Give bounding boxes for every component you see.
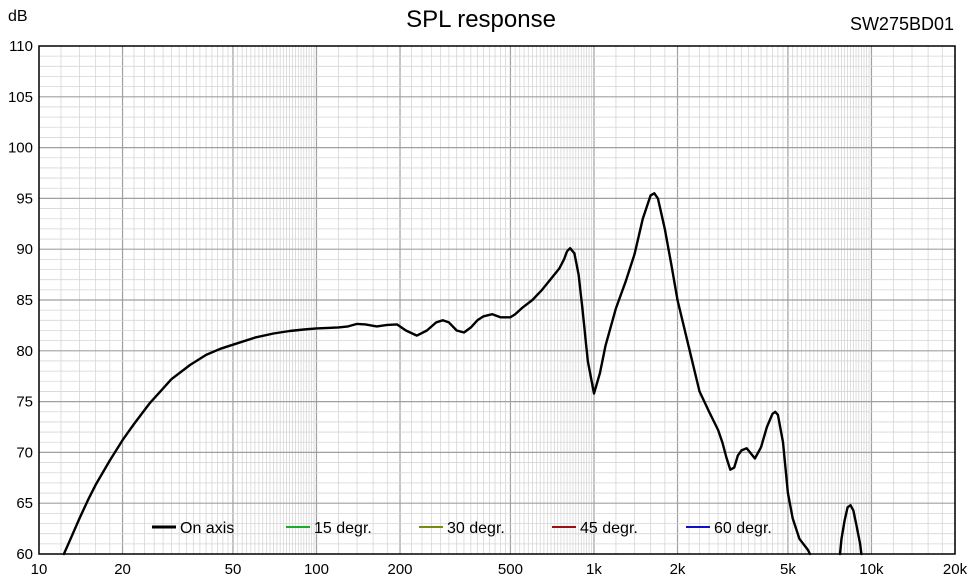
chart-title: SPL response xyxy=(406,6,556,33)
y-tick-label: 90 xyxy=(16,241,33,258)
x-tick-label: 500 xyxy=(498,561,523,578)
y-tick-label: 70 xyxy=(16,444,33,461)
x-tick-label: 5k xyxy=(780,561,796,578)
x-tick-label: 100 xyxy=(304,561,329,578)
y-tick-label: 95 xyxy=(16,190,33,207)
series-line-on-axis xyxy=(838,504,863,556)
legend: On axis 15 degr. 30 degr. 45 degr. 60 degr. xyxy=(152,520,772,537)
series-layer xyxy=(62,192,863,556)
y-tick-label: 105 xyxy=(8,89,33,106)
x-tick-label: 50 xyxy=(225,561,242,578)
series-line-on-axis xyxy=(62,192,812,556)
x-tick-label: 20 xyxy=(114,561,131,578)
y-tick-label: 65 xyxy=(16,495,33,512)
x-axis-ticks: 10 20 50 100 200 500 1k 2k 5k 10k 20k xyxy=(31,561,968,578)
legend-label: 15 degr. xyxy=(314,520,372,537)
y-tick-label: 100 xyxy=(8,140,33,157)
y-tick-label: 75 xyxy=(16,394,33,411)
y-axis-unit-label: dB xyxy=(8,8,28,25)
chart-reference-label: SW275BD01 xyxy=(850,14,954,34)
legend-label: 30 degr. xyxy=(447,520,505,537)
legend-label: On axis xyxy=(180,520,234,537)
y-axis-ticks: 60 65 70 75 80 85 90 95 100 105 110 xyxy=(8,38,33,563)
x-tick-label: 2k xyxy=(670,561,686,578)
grid xyxy=(39,46,956,554)
legend-label: 60 degr. xyxy=(714,520,772,537)
y-tick-label: 85 xyxy=(16,292,33,309)
x-tick-label: 1k xyxy=(586,561,602,578)
y-tick-label: 110 xyxy=(9,38,33,55)
y-tick-label: 80 xyxy=(16,343,33,360)
legend-label: 45 degr. xyxy=(580,520,638,537)
plot-frame xyxy=(38,45,956,555)
x-tick-label: 20k xyxy=(943,561,968,578)
x-tick-label: 200 xyxy=(388,561,413,578)
x-tick-label: 10 xyxy=(31,561,48,578)
y-tick-label: 60 xyxy=(16,546,33,563)
x-tick-label: 10k xyxy=(859,561,884,578)
